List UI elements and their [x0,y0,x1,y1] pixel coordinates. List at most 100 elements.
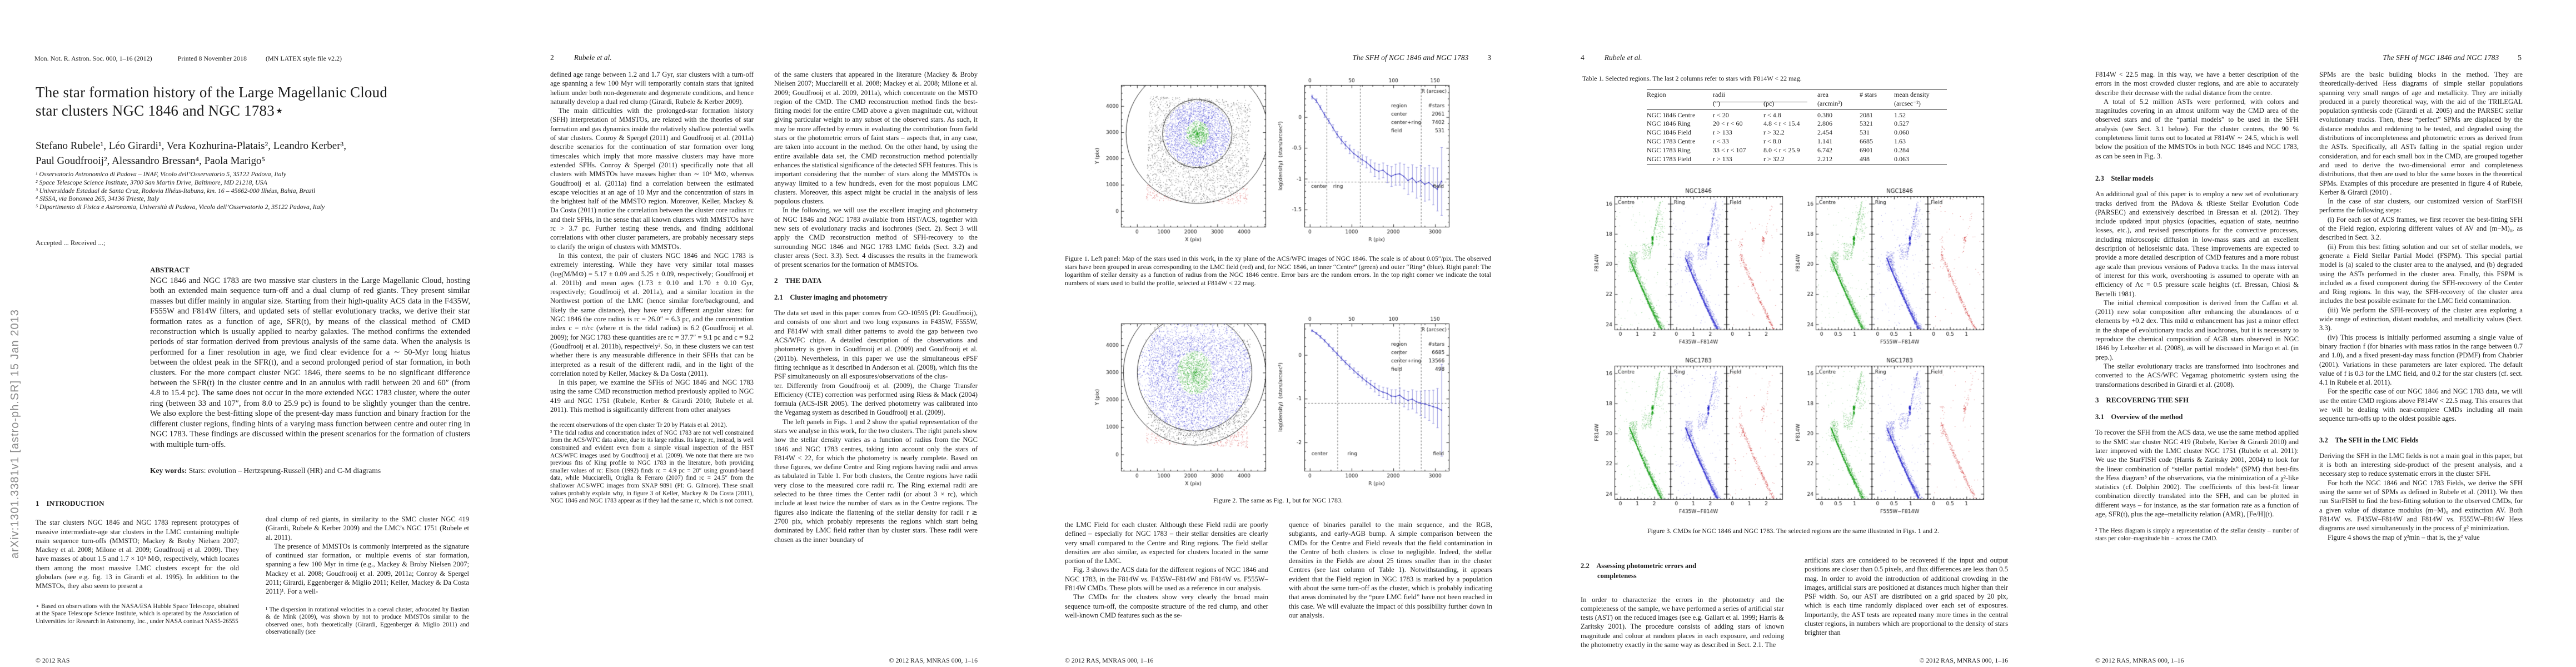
table-cell: NGC 1783 Ring [1647,146,1691,154]
table-cell: 0.527 [1894,120,1909,128]
column-header-area: area [1817,91,1828,98]
paragraph: For the specific case of our NGC 1846 an… [2319,387,2523,423]
table-cell: NGC 1846 Centre [1647,111,1696,119]
section-heading: 2.2 Assessing photometric errors and [1581,562,1697,570]
paragraph: The star clusters NGC 1846 and NGC 1783 … [36,519,239,590]
affiliation: ¹ Osservatorio Astronomico di Padova – I… [36,170,287,178]
table-cell: r < 8.0 [1763,137,1781,145]
accepted-line: Accepted ... Received ...; [36,239,106,247]
table-cell: 6901 [1860,146,1873,154]
affiliation: ⁴ SISSA, via Bonomea 265, 34136 Trieste,… [36,195,160,203]
affiliation: ⁵ Dipartimento di Fisica e Astronomia, U… [36,203,325,211]
page-5: The SFH of NGC 1846 and NGC 1783 5 F814W … [2061,0,2576,667]
table-cell: 531 [1860,128,1870,137]
table-cell: NGC 1783 Centre [1647,137,1696,145]
footnote: the recent observations of the open clus… [550,422,728,429]
paragraph [550,414,754,422]
table-cell: 6685 [1860,137,1873,145]
table-cell: 498 [1860,155,1870,163]
figure-2-caption: Figure 2. The same as Fig. 1, but for NG… [1213,496,1343,504]
section-heading: 3 RECOVERING THE SFH [2095,395,2189,404]
section-heading: 2 THE DATA [774,276,822,285]
paragraph: In order to characterize the errors in t… [1581,595,1784,649]
abstract-text: NGC 1846 and NGC 1783 are two massive st… [150,276,470,449]
section-heading: 2.3 Stellar models [2095,174,2154,182]
table-cell: r > 133 [1713,128,1732,137]
table-cell: r > 133 [1713,155,1732,163]
author-list: Stefano Rubele¹, Léo Girardi¹, Vera Kozh… [36,138,469,168]
paragraph: To recover the SFH from the ACS data, we… [2095,429,2299,519]
page2-column-2: of the same clusters that appeared in th… [774,70,978,651]
journal-header-line: Mon. Not. R. Astron. Soc. 000, 1–16 (201… [34,54,342,63]
copyright-note: © 2012 RAS, MNRAS 000, 1–16 [1919,656,2008,664]
paragraph [36,514,239,518]
paragraph: Deriving the SFH in the LMC fields is no… [2319,451,2523,478]
page-4: 4 Rubele et al. Table 1. Selected regions… [1546,0,2061,667]
paragraph [1581,586,1784,595]
page5-column-2: SPMs are the basic building blocks in th… [2319,70,2523,651]
footnote: ² The tidal radius and concentration ind… [550,429,754,505]
table-row: NGC 1846 Field r > 133 r > 32.2 2.454 531 0.0… [1647,128,1947,137]
table-cell: 20 < r < 60 [1713,120,1743,128]
table-cell: 0.284 [1894,146,1909,154]
paragraph: (iii) We perform the SFH-recovery of the… [2319,306,2523,332]
running-head: 4 Rubele et al. [1581,53,1642,62]
table-cell: r < 20 [1713,111,1729,119]
column-header-pc: (pc) [1763,99,1775,107]
paragraph: A total of 5.2 million ASTs were perform… [2095,97,2299,160]
table-cell: r < 33 [1713,137,1729,145]
paragraph [2095,161,2299,166]
copyright-note: © 2012 RAS [36,656,70,664]
journal-ref: Mon. Not. R. Astron. Soc. 000, 1–16 (201… [34,54,152,62]
keywords-text: Stars: evolution – Hertzsprung-Russell (… [188,466,381,475]
figure-3-caption: Figure 3. CMDs for NGC 1846 and NGC 1783… [1647,527,1940,535]
table-cell: r > 32.2 [1763,155,1785,163]
paragraph [2319,424,2523,428]
page3-column-2: quence of binaries parallel to the main … [1289,520,1492,649]
author-line2: Paul Goudfrooij², Alessandro Bressan⁴, P… [36,155,266,167]
paragraph: The initial chemical composition is deri… [2095,298,2299,361]
abstract-label: ABSTRACT [150,266,190,274]
running-head-title: The SFH of NGC 1846 and NGC 1783 [2383,53,2499,62]
table-header-row-2: (″) (pc) (arcmin²) (arcsec⁻²) [1647,99,1947,108]
section-heading: 2.1 Cluster imaging and photometry [774,293,888,301]
paper-title-line2: star clusters NGC 1846 and NGC 1783⋆ [36,102,285,119]
page3-column-1: the LMC Field for each cluster. Although… [1065,520,1268,649]
paragraph: (iv) This process is initially performed… [2319,333,2523,387]
paragraph: The left panels in Figs. 1 and 2 show th… [774,417,978,544]
keywords-line: Key words: Stars: evolution – Hertzsprun… [150,466,470,476]
keywords-label: Key words: [150,466,187,475]
column-header-arcmin2: (arcmin²) [1817,99,1842,107]
page-number: 4 [1581,53,1585,62]
arxiv-stamp: arXiv:1301.3381v1 [astro-ph.SR] 15 Jan 2… [9,309,21,559]
figure-2-map-chart [1092,304,1275,496]
affiliations: ¹ Osservatorio Astronomico di Padova – I… [36,170,469,211]
paragraph: The main difficulties with the prolonged… [550,107,754,251]
table-cell: 0.060 [1894,128,1909,137]
table-cell: 0.063 [1894,155,1909,163]
figure-1-caption: Figure 1. Left panel: Map of the stars u… [1065,255,1491,287]
printed-date: Printed 8 November 2018 [177,54,247,62]
copyright-note: © 2012 RAS, MNRAS 000, 1–16 [889,656,978,664]
figure-3-ngc1846-f435w-chart [1592,187,1788,351]
page5-column-1: F814W < 22.5 mag. In this way, we have a… [2095,70,2299,651]
paper-title-line1: The star formation history of the Large … [36,84,388,101]
table-row: NGC 1783 Field r > 133 r > 32.2 2.212 498 0.0… [1647,155,1947,164]
table-1: Region radii area # stars mean density (… [1647,88,1947,166]
table-cell: r < 4.8 [1763,111,1781,119]
paragraph: (i) For each set of ACS frames, we first… [2319,215,2523,242]
paragraph [2095,389,2299,395]
table-cell: 2081 [1860,111,1873,119]
column-header-region: Region [1647,91,1666,98]
paragraph: In this context, the pair of clusters NG… [550,251,754,377]
table-cell: NGC 1846 Ring [1647,120,1691,128]
section-heading: 3.2 The SFH in the LMC Fields [2319,436,2419,444]
paper-title: The star formation history of the Large … [36,83,464,120]
table-row: NGC 1846 Ring 20 < r < 60 4.8 < r < 15.4 2.… [1647,120,1947,128]
footnote: ⋆ Based on observations with the NASA/ES… [36,603,239,625]
paragraph: Figure 4 shows the map of χ²min – that i… [2328,533,2480,541]
figure-3-ngc1783-f555w-chart [1793,356,1989,521]
table-row: NGC 1846 Centre r < 20 r < 4.8 0.380 2081 1.5… [1647,111,1947,120]
figure-3-ngc1846-f555w-chart [1793,187,1989,351]
